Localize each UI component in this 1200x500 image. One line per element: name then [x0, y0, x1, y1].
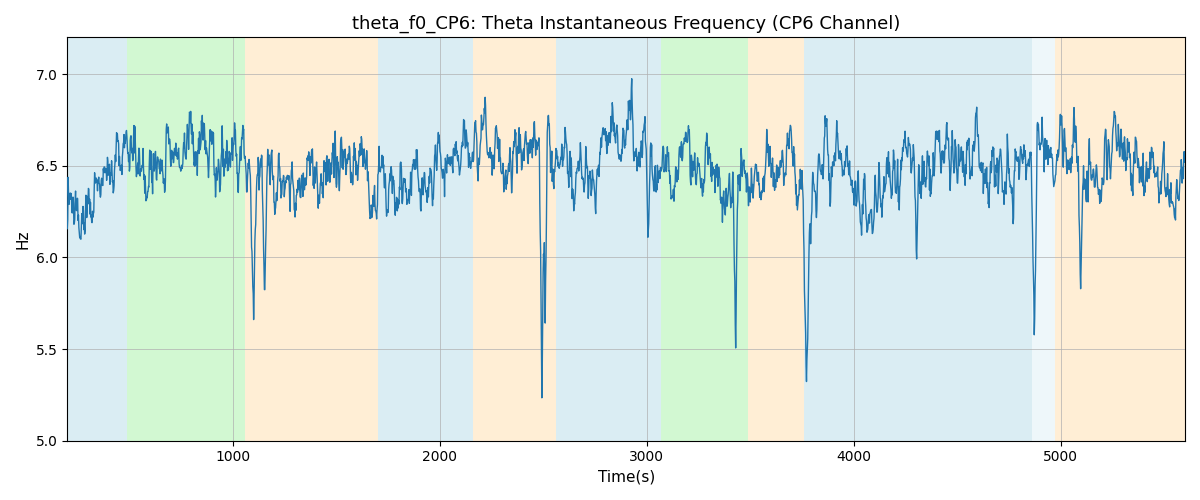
X-axis label: Time(s): Time(s)	[598, 470, 655, 485]
Bar	[1055, 38, 1186, 440]
Bar	[473, 38, 556, 440]
Bar	[661, 38, 749, 440]
Title: theta_f0_CP6: Theta Instantaneous Frequency (CP6 Channel): theta_f0_CP6: Theta Instantaneous Freque…	[352, 15, 900, 34]
Bar	[127, 38, 245, 440]
Bar	[67, 38, 127, 440]
Bar	[378, 38, 473, 440]
Bar	[245, 38, 378, 440]
Bar	[804, 38, 1032, 440]
Bar	[749, 38, 804, 440]
Bar	[1032, 38, 1055, 440]
Bar	[556, 38, 661, 440]
Y-axis label: Hz: Hz	[16, 230, 30, 249]
